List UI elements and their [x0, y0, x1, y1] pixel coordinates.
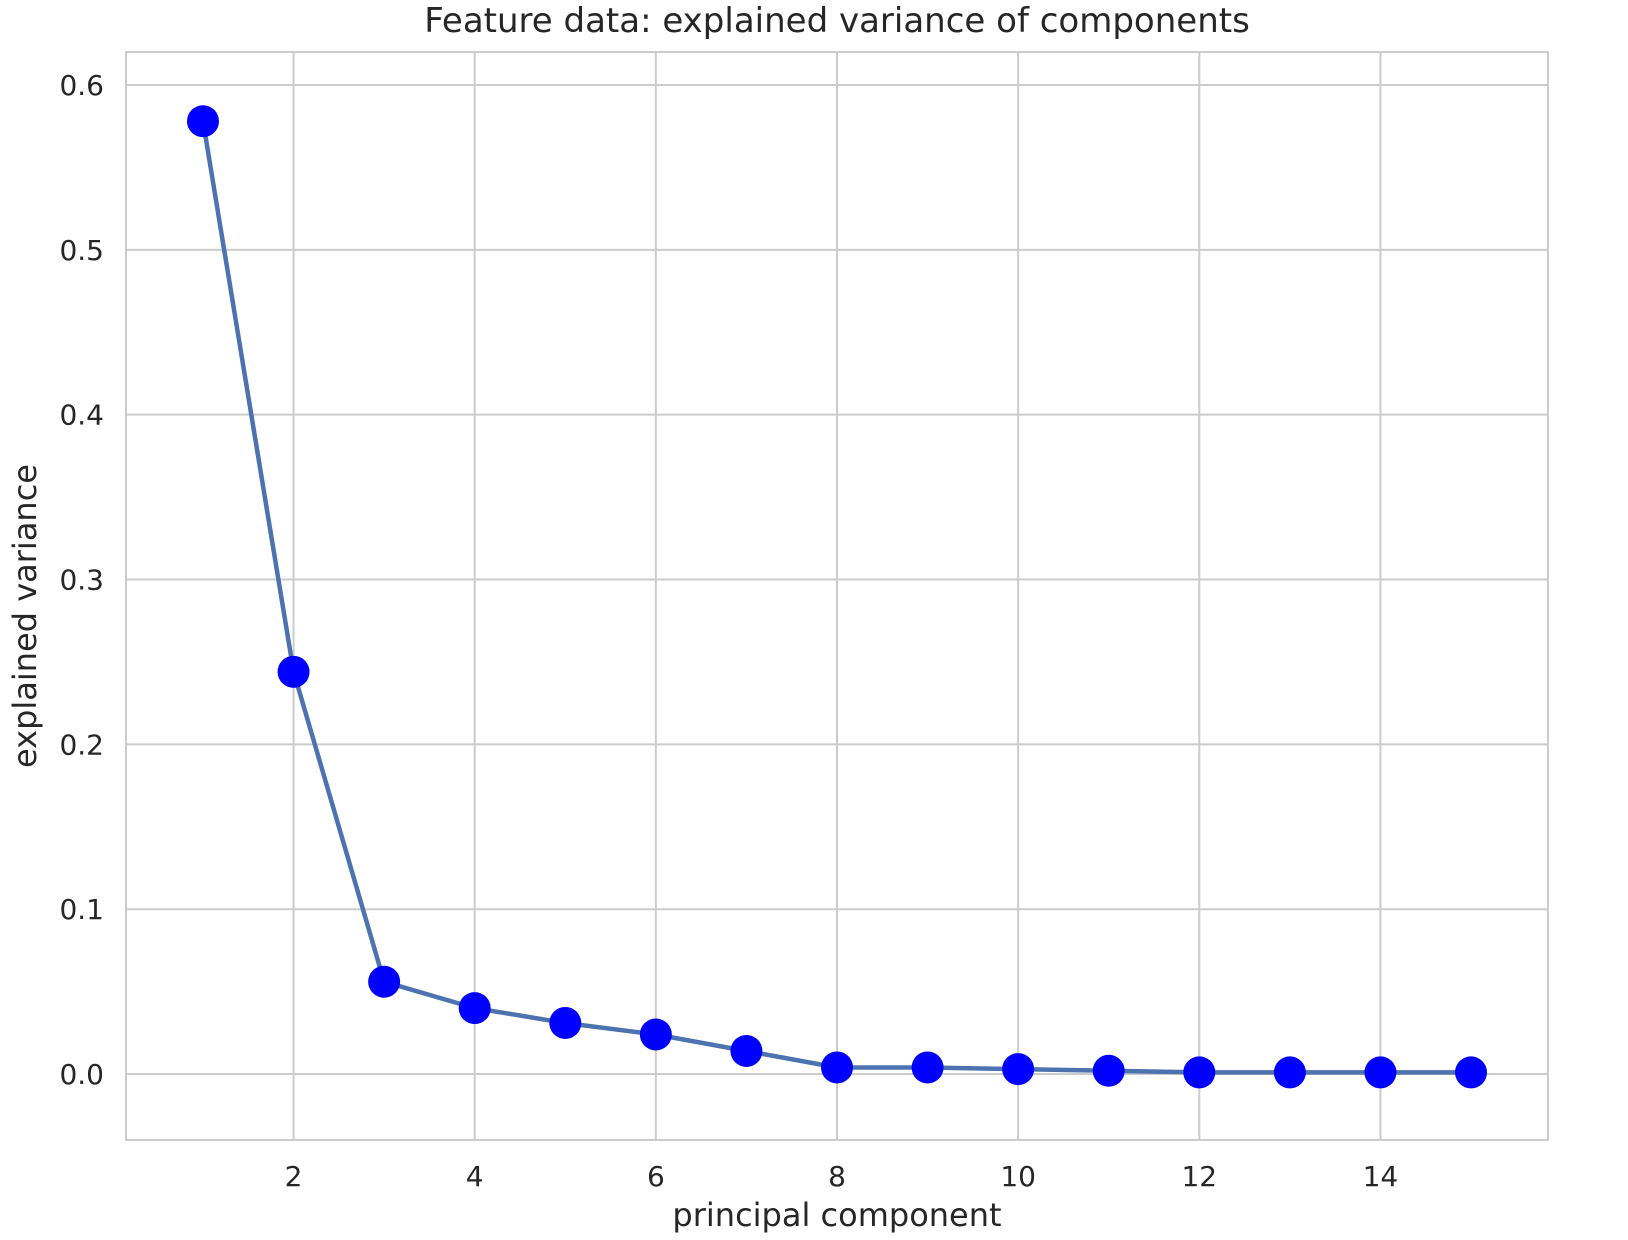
- y-tick-label: 0.6: [59, 69, 104, 102]
- x-axis-label: principal component: [672, 1196, 1001, 1234]
- y-axis-label: explained variance: [6, 464, 44, 768]
- data-point: [639, 1018, 672, 1051]
- x-tick-label: 8: [828, 1160, 846, 1193]
- y-tick-label: 0.2: [59, 728, 104, 761]
- tick-labels: 2 4 6 8 10 12 14 0.0 0.1 0.2 0.3 0.4 0.5 0.6: [59, 69, 1398, 1193]
- data-point: [730, 1034, 763, 1067]
- data-point: [1364, 1056, 1397, 1089]
- x-tick-label: 14: [1363, 1160, 1399, 1193]
- data-point: [1183, 1056, 1216, 1089]
- y-tick-label: 0.3: [59, 564, 104, 597]
- series-layer: [186, 105, 1488, 1089]
- y-tick-label: 0.4: [59, 399, 104, 432]
- x-tick-label: 2: [285, 1160, 303, 1193]
- data-point: [277, 655, 310, 688]
- data-point: [549, 1006, 582, 1039]
- y-tick-label: 0.5: [59, 234, 104, 267]
- data-point: [1455, 1056, 1488, 1089]
- plot-frame: [125, 51, 1549, 1141]
- x-tick-label: 4: [466, 1160, 484, 1193]
- y-tick-label: 0.0: [59, 1058, 104, 1091]
- y-tick-label: 0.1: [59, 893, 104, 926]
- data-point: [458, 992, 491, 1025]
- data-point: [186, 105, 219, 138]
- data-point: [821, 1051, 853, 1084]
- data-point: [1002, 1053, 1035, 1086]
- x-tick-label: 12: [1181, 1160, 1217, 1193]
- x-tick-label: 10: [1000, 1160, 1036, 1193]
- grid: [126, 52, 1548, 1140]
- data-point: [1273, 1056, 1306, 1089]
- chart-title: Feature data: explained variance of comp…: [424, 1, 1250, 41]
- data-point: [1092, 1054, 1125, 1087]
- data-point: [911, 1051, 944, 1084]
- data-point: [368, 965, 401, 998]
- x-tick-label: 6: [647, 1160, 665, 1193]
